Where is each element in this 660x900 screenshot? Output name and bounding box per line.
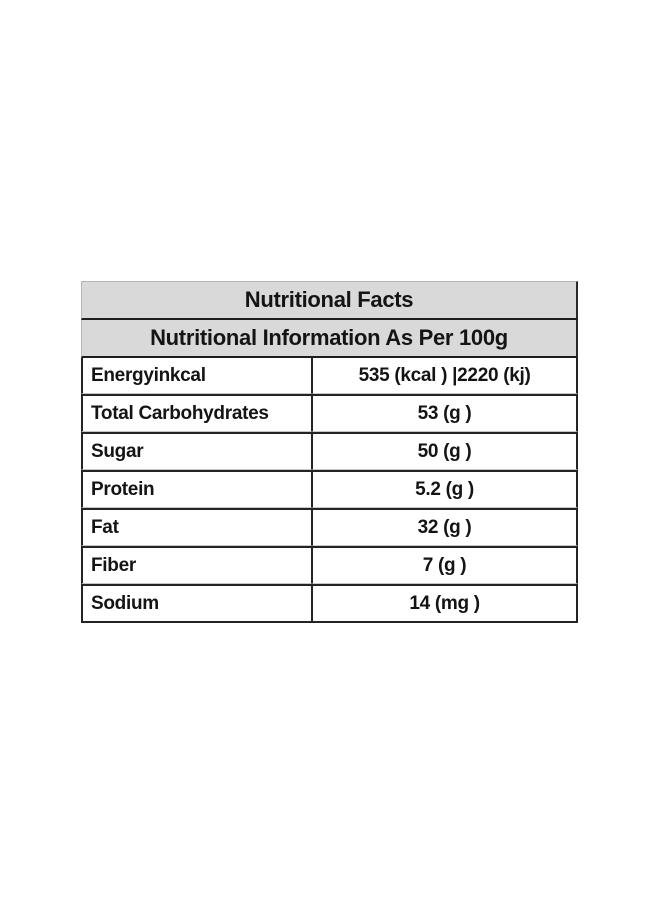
table-subtitle-row: Nutritional Information As Per 100g: [81, 320, 578, 358]
nutrient-label: Fiber: [81, 546, 313, 584]
nutrient-value: 14 (mg ): [312, 584, 578, 623]
nutrition-facts-table: Nutritional Facts Nutritional Informatio…: [81, 281, 578, 623]
table-subtitle: Nutritional Information As Per 100g: [81, 320, 578, 358]
table-title-row: Nutritional Facts: [81, 281, 578, 320]
table-title: Nutritional Facts: [81, 281, 578, 320]
table-row: Protein 5.2 (g ): [81, 470, 578, 508]
nutrient-label: Energyinkcal: [81, 358, 313, 394]
table-row: Energyinkcal 535 (kcal ) |2220 (kj): [81, 358, 578, 394]
table-row: Total Carbohydrates 53 (g ): [81, 394, 578, 432]
nutrition-table: Nutritional Facts Nutritional Informatio…: [81, 281, 578, 623]
nutrient-label: Sodium: [81, 584, 313, 623]
nutrient-value: 50 (g ): [312, 432, 578, 470]
table-row: Fat 32 (g ): [81, 508, 578, 546]
nutrient-value: 32 (g ): [312, 508, 578, 546]
table-row: Fiber 7 (g ): [81, 546, 578, 584]
nutrient-value: 535 (kcal ) |2220 (kj): [312, 358, 578, 394]
nutrient-label: Total Carbohydrates: [81, 394, 313, 432]
table-row: Sugar 50 (g ): [81, 432, 578, 470]
nutrient-label: Sugar: [81, 432, 313, 470]
nutrient-value: 7 (g ): [312, 546, 578, 584]
nutrient-label: Protein: [81, 470, 313, 508]
nutrient-value: 53 (g ): [312, 394, 578, 432]
table-row: Sodium 14 (mg ): [81, 584, 578, 623]
nutrient-value: 5.2 (g ): [312, 470, 578, 508]
nutrient-label: Fat: [81, 508, 313, 546]
